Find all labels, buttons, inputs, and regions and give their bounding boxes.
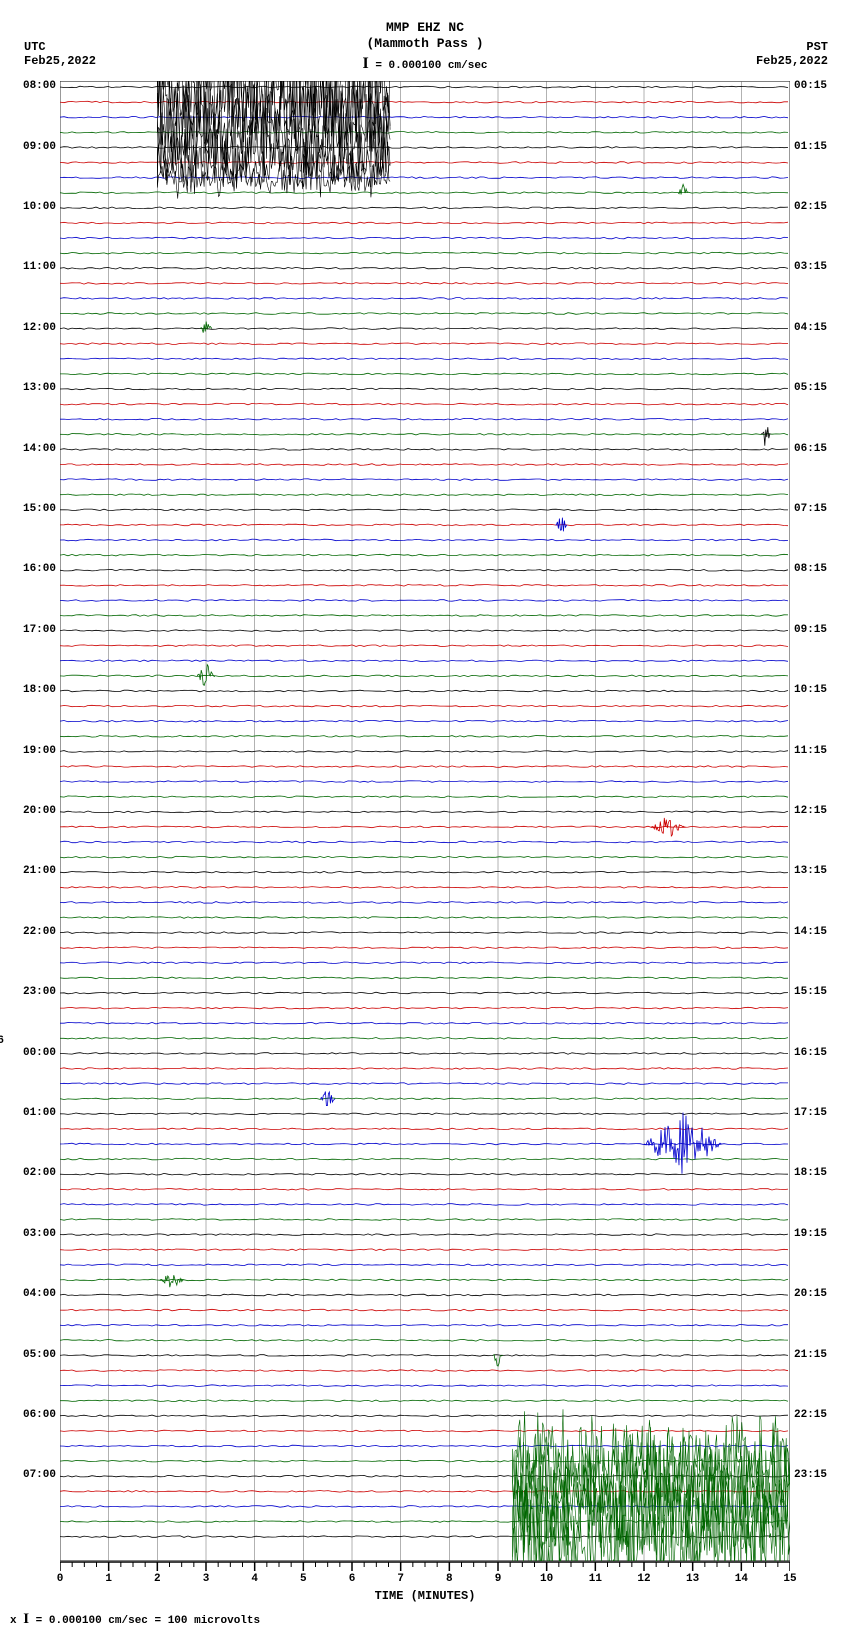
left-tick-label: 19:00 [8, 745, 56, 757]
right-tick-label: 02:15 [794, 201, 842, 213]
tz-right-date: Feb25,2022 [756, 54, 828, 68]
left-tick-label: 18:00 [8, 684, 56, 696]
right-tick-label: 20:15 [794, 1288, 842, 1300]
right-tick-label: 23:15 [794, 1469, 842, 1481]
right-tick-label: 12:15 [794, 805, 842, 817]
left-tick-label: 12:00 [8, 322, 56, 334]
right-tick-label: 19:15 [794, 1228, 842, 1240]
tz-right-block: PST Feb25,2022 [756, 40, 828, 68]
station-location: (Mammoth Pass ) [0, 36, 850, 52]
x-tick-label: 5 [300, 1573, 307, 1585]
left-tick-label: 10:00 [8, 201, 56, 213]
x-tick-label: 7 [397, 1573, 404, 1585]
left-tick-label: 22:00 [8, 926, 56, 938]
left-tick-label: 14:00 [8, 443, 56, 455]
right-tick-label: 18:15 [794, 1167, 842, 1179]
x-tick-label: 8 [446, 1573, 453, 1585]
tz-right-label: PST [756, 40, 828, 54]
tz-left-date: Feb25,2022 [24, 54, 96, 68]
right-tick-label: 13:15 [794, 865, 842, 877]
x-tick-label: 10 [540, 1573, 553, 1585]
right-tick-label: 07:15 [794, 503, 842, 515]
right-tick-label: 09:15 [794, 624, 842, 636]
right-tick-label: 06:15 [794, 443, 842, 455]
x-tick-label: 4 [251, 1573, 258, 1585]
x-tick-label: 12 [637, 1573, 650, 1585]
bottom-scale-text: = 0.000100 cm/sec = 100 microvolts [36, 1615, 260, 1627]
left-tick-label: 16:00 [8, 563, 56, 575]
left-tick-label: 08:00 [8, 80, 56, 92]
x-tick-label: 14 [735, 1573, 748, 1585]
right-tick-label: 22:15 [794, 1409, 842, 1421]
right-tick-label: 17:15 [794, 1107, 842, 1119]
scale-line: I = 0.000100 cm/sec [0, 55, 850, 73]
x-tick-label: 0 [57, 1573, 64, 1585]
scale-text: = 0.000100 cm/sec [375, 60, 487, 72]
right-tick-label: 01:15 [794, 141, 842, 153]
left-tick-label: 09:00 [8, 141, 56, 153]
station-code: MMP EHZ NC [0, 20, 850, 36]
left-tick-label: 13:00 [8, 382, 56, 394]
left-tick-label: 01:00 [8, 1107, 56, 1119]
right-tick-label: 03:15 [794, 261, 842, 273]
bottom-scale-lead: x [10, 1615, 17, 1627]
left-tick-label: 15:00 [8, 503, 56, 515]
x-tick-label: 13 [686, 1573, 699, 1585]
plot-title: MMP EHZ NC (Mammoth Pass ) [0, 20, 850, 51]
right-tick-label: 14:15 [794, 926, 842, 938]
x-tick-label: 9 [495, 1573, 502, 1585]
left-tick-label: 20:00 [8, 805, 56, 817]
right-tick-label: 05:15 [794, 382, 842, 394]
x-axis-title: TIME (MINUTES) [375, 1589, 476, 1603]
scale-symbol: I [362, 55, 368, 72]
bottom-scale-symbol: I [23, 1611, 29, 1627]
left-tick-label: 04:00 [8, 1288, 56, 1300]
right-tick-label: 11:15 [794, 745, 842, 757]
left-tick-label: 05:00 [8, 1349, 56, 1361]
right-tick-label: 08:15 [794, 563, 842, 575]
x-tick-label: 11 [589, 1573, 602, 1585]
left-tick-label: 11:00 [8, 261, 56, 273]
left-tick-label: 23:00 [8, 986, 56, 998]
tz-left-block: UTC Feb25,2022 [24, 40, 96, 68]
seismogram-svg [60, 81, 790, 1561]
right-tick-label: 10:15 [794, 684, 842, 696]
right-tick-label: 04:15 [794, 322, 842, 334]
x-tick-label: 15 [783, 1573, 796, 1585]
left-tick-label: 00:00 [8, 1047, 56, 1059]
left-tick-label: 06:00 [8, 1409, 56, 1421]
bottom-scale: x I = 0.000100 cm/sec = 100 microvolts [0, 1603, 850, 1638]
tz-left-label: UTC [24, 40, 96, 54]
x-tick-label: 2 [154, 1573, 161, 1585]
left-tick-label: 02:00 [8, 1167, 56, 1179]
left-tick-label: 03:00 [8, 1228, 56, 1240]
x-tick-label: 6 [349, 1573, 356, 1585]
right-tick-label: 16:15 [794, 1047, 842, 1059]
left-tick-label: 07:00 [8, 1469, 56, 1481]
plot-area: 08:0009:0010:0011:0012:0013:0014:0015:00… [60, 81, 790, 1561]
x-axis: 0123456789101112131415 TIME (MINUTES) [60, 1561, 790, 1603]
x-tick-label: 3 [203, 1573, 210, 1585]
feb26-label: Feb26 [0, 1035, 4, 1047]
right-tick-label: 00:15 [794, 80, 842, 92]
seismogram-container: UTC Feb25,2022 PST Feb25,2022 MMP EHZ NC… [0, 0, 850, 1638]
right-tick-label: 15:15 [794, 986, 842, 998]
left-tick-label: 21:00 [8, 865, 56, 877]
left-tick-label: 17:00 [8, 624, 56, 636]
right-tick-label: 21:15 [794, 1349, 842, 1361]
x-tick-label: 1 [105, 1573, 112, 1585]
